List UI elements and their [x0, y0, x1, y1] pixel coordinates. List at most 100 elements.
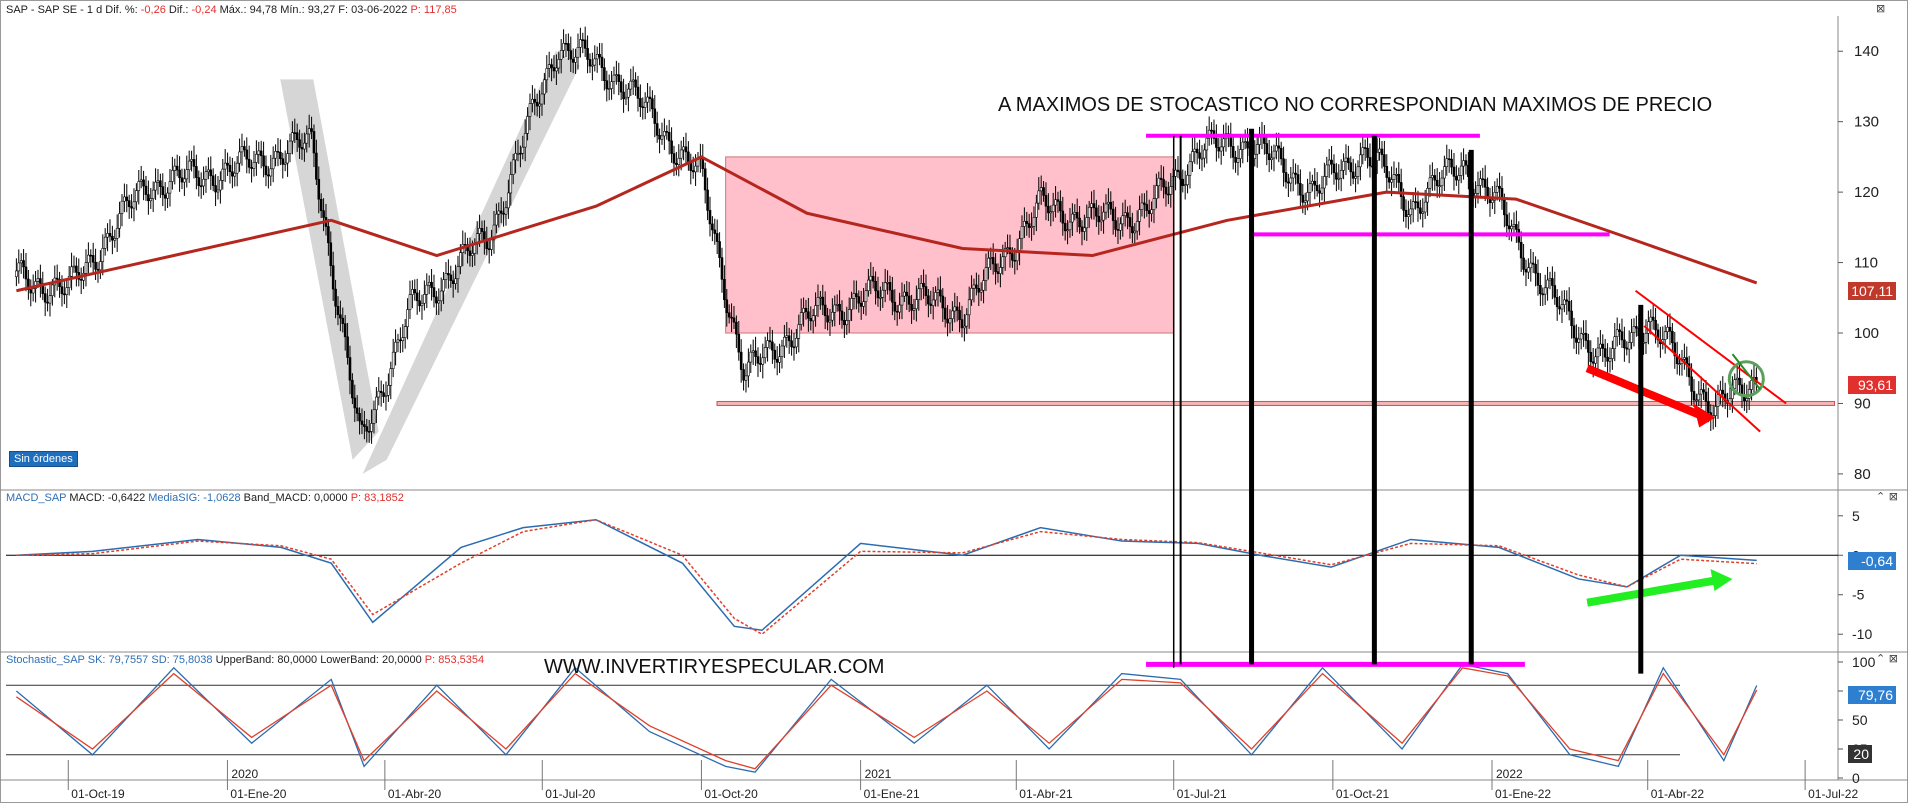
- candle-body: [1368, 157, 1372, 167]
- candle-body: [1687, 363, 1691, 378]
- candle-body: [425, 284, 429, 295]
- candle-body: [624, 96, 628, 100]
- stoch-panel-controls-icon[interactable]: ⌃ ⊠: [1876, 652, 1898, 665]
- candle-body: [408, 294, 412, 310]
- candle-body: [667, 131, 671, 142]
- candle-body: [528, 103, 532, 117]
- candle-body: [619, 81, 623, 93]
- candle-body: [235, 162, 239, 174]
- candle-body: [975, 284, 978, 289]
- candle-body: [1699, 389, 1703, 395]
- candle-body: [1395, 173, 1398, 176]
- candle-body: [490, 239, 493, 250]
- candle-body: [747, 361, 750, 377]
- breakout-circle: [1727, 360, 1765, 398]
- candle-body: [1078, 217, 1081, 228]
- candle-body: [43, 293, 47, 303]
- candle-body: [1387, 177, 1391, 183]
- candle-body: [1486, 186, 1489, 198]
- candle-body: [1318, 190, 1321, 194]
- candle-body: [202, 178, 205, 187]
- candle-body: [1721, 389, 1725, 395]
- chart-header: SAP - SAP SE - 1 d Dif. %: -0,26 Dif.: -…: [6, 4, 457, 16]
- dif-pct-value: -0,26: [140, 4, 166, 16]
- candle-body: [1195, 148, 1199, 154]
- candle-body: [360, 420, 364, 425]
- candle-body: [1284, 172, 1288, 183]
- candle-body: [274, 151, 277, 159]
- candle-body: [1133, 230, 1137, 234]
- candle-body: [264, 165, 268, 176]
- candle-body: [1627, 342, 1631, 350]
- macd-panel-controls-icon[interactable]: ⌃ ⊠: [1876, 490, 1898, 503]
- candle-body: [874, 280, 877, 292]
- candle-body: [814, 305, 817, 316]
- candle-body: [1210, 129, 1213, 132]
- candle-body: [835, 303, 839, 306]
- panel-close-icon[interactable]: ⊠: [1876, 2, 1886, 15]
- macd-tick-label: -10: [1852, 626, 1872, 642]
- candle-body: [886, 282, 889, 284]
- candle-body: [343, 323, 347, 338]
- candle-body: [917, 288, 921, 300]
- candle-body: [29, 289, 33, 294]
- candle-body: [1450, 158, 1453, 168]
- candle-body: [341, 317, 345, 324]
- candle-body: [646, 96, 649, 103]
- candle-body: [1097, 215, 1101, 223]
- candle-body: [63, 293, 66, 296]
- dif-value: -0,24: [191, 4, 217, 16]
- candle-body: [115, 227, 119, 239]
- candle-body: [103, 236, 107, 249]
- candle-body: [156, 180, 160, 183]
- candle-body: [1462, 160, 1465, 167]
- candle-body: [1714, 406, 1717, 416]
- candle-body: [1095, 207, 1098, 217]
- candle-body: [576, 47, 580, 58]
- candle-body: [1265, 143, 1269, 155]
- candle-body: [1119, 223, 1122, 231]
- candle-body: [1109, 201, 1113, 210]
- candle-body: [903, 291, 906, 297]
- candle-body: [792, 346, 796, 349]
- candle-body: [751, 350, 755, 353]
- candle-body: [1267, 153, 1271, 161]
- candle-body: [192, 159, 196, 167]
- candle-body: [1608, 358, 1612, 362]
- candle-body: [399, 339, 402, 342]
- candle-body: [1738, 377, 1741, 386]
- orders-badge[interactable]: Sin órdenes: [9, 451, 78, 467]
- candle-body: [1491, 199, 1494, 204]
- candle-body: [468, 250, 472, 256]
- candle-body: [1138, 209, 1141, 222]
- macd-header: MACD_SAP MACD: -0,6422 MediaSIG: -1,0628…: [6, 492, 404, 504]
- candle-body: [288, 140, 292, 154]
- candle-body: [694, 165, 697, 173]
- candle-body: [1099, 219, 1103, 223]
- candle-body: [1558, 306, 1561, 310]
- candle-body: [706, 189, 709, 211]
- stoch-tick-label: 0: [1852, 770, 1860, 786]
- candle-body: [219, 180, 222, 191]
- stoch-header: Stochastic_SAP SK: 79,7557 SD: 75,8038 U…: [6, 654, 484, 666]
- candle-body: [972, 284, 976, 289]
- candle-body: [934, 292, 937, 301]
- candle-body: [1507, 225, 1511, 230]
- candle-body: [987, 257, 990, 268]
- candle-body: [593, 58, 597, 66]
- candle-body: [411, 289, 414, 295]
- candle-body: [180, 177, 184, 183]
- candle-body: [1438, 185, 1441, 188]
- candle-body: [547, 64, 551, 69]
- candle-body: [816, 297, 820, 306]
- candle-body: [228, 164, 232, 173]
- candle-body: [1241, 141, 1245, 150]
- candle-body: [1618, 329, 1621, 332]
- candle-body: [375, 396, 378, 411]
- candle-body: [94, 261, 97, 270]
- candle-body: [1431, 175, 1434, 179]
- candle-body: [732, 317, 736, 323]
- candle-body: [655, 123, 659, 136]
- candle-body: [595, 54, 599, 60]
